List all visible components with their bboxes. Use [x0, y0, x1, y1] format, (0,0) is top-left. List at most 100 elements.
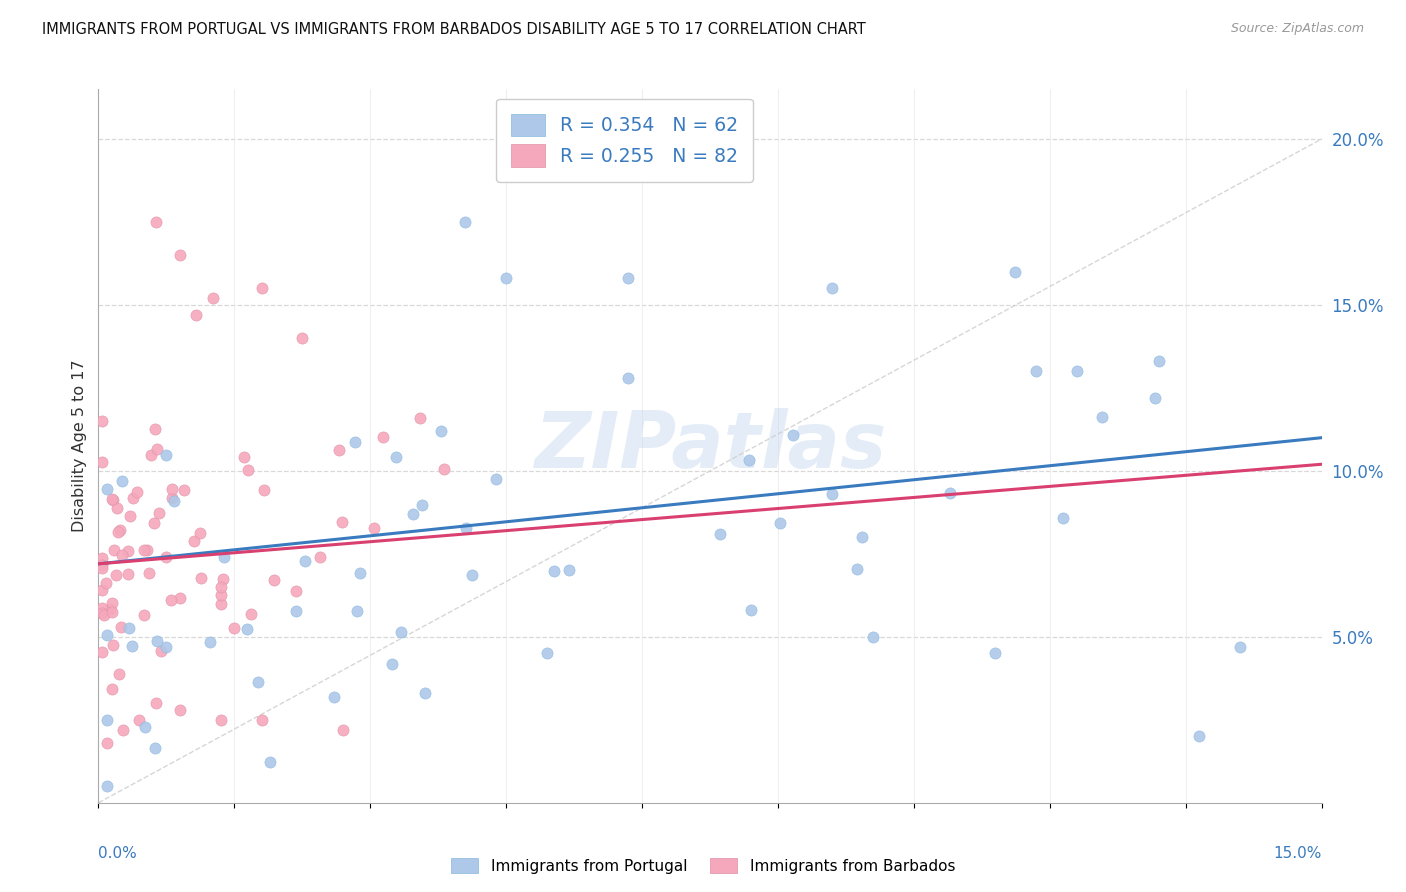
Point [91, 415, 114, 429]
Point [617, 371, 640, 385]
Point [346, 604, 368, 618]
Point [332, 723, 354, 737]
Point [212, 572, 235, 586]
Point [209, 713, 232, 727]
Point [107, 524, 129, 539]
Point [101, 605, 124, 619]
Point [127, 484, 149, 499]
Point [121, 640, 143, 654]
Point [259, 756, 281, 770]
Point [363, 520, 385, 534]
Point [456, 521, 478, 535]
Point [100, 601, 122, 615]
Point [330, 515, 353, 529]
Point [782, 428, 804, 442]
Point [169, 591, 191, 606]
Point [101, 491, 124, 506]
Point [461, 567, 484, 582]
Point [138, 566, 160, 580]
Point [163, 494, 186, 508]
Point [91, 600, 114, 615]
Point [322, 690, 344, 704]
Point [145, 696, 167, 710]
Point [209, 580, 232, 594]
Point [740, 603, 762, 617]
Point [96, 627, 118, 641]
Point [454, 215, 477, 229]
Point [160, 491, 183, 506]
Point [143, 422, 166, 436]
Point [558, 564, 581, 578]
Point [1144, 391, 1167, 405]
Point [122, 491, 145, 505]
Text: ZIPatlas: ZIPatlas [534, 408, 886, 484]
Point [155, 448, 177, 462]
Point [408, 411, 430, 425]
Point [349, 566, 371, 580]
Point [169, 703, 191, 717]
Point [709, 527, 731, 541]
Point [328, 443, 350, 458]
Point [1188, 730, 1211, 744]
Point [738, 453, 761, 467]
Point [343, 434, 366, 449]
Point [201, 291, 224, 305]
Point [93, 607, 115, 622]
Y-axis label: Disability Age 5 to 17: Disability Age 5 to 17 [72, 359, 87, 533]
Point [373, 430, 395, 444]
Point [96, 736, 118, 750]
Point [233, 450, 256, 465]
Point [1066, 364, 1088, 378]
Point [91, 645, 114, 659]
Point [103, 543, 125, 558]
Point [188, 526, 211, 541]
Point [284, 604, 307, 618]
Point [94, 575, 117, 590]
Legend: R = 0.354   N = 62, R = 0.255   N = 82: R = 0.354 N = 62, R = 0.255 N = 82 [496, 99, 752, 182]
Point [91, 455, 114, 469]
Point [768, 516, 790, 531]
Point [100, 682, 122, 697]
Point [148, 506, 170, 520]
Point [236, 463, 259, 477]
Point [120, 509, 142, 524]
Point [862, 630, 884, 644]
Point [173, 483, 195, 498]
Point [155, 549, 177, 564]
Point [485, 472, 508, 486]
Point [239, 607, 262, 621]
Point [91, 558, 114, 572]
Point [134, 607, 156, 622]
Point [111, 723, 134, 737]
Point [263, 573, 285, 587]
Point [1025, 364, 1047, 378]
Point [617, 271, 640, 285]
Point [209, 597, 232, 611]
Point [91, 607, 114, 621]
Point [111, 474, 134, 488]
Point [402, 507, 425, 521]
Text: 15.0%: 15.0% [1274, 846, 1322, 861]
Point [101, 493, 124, 508]
Point [96, 713, 118, 727]
Point [183, 534, 205, 549]
Point [1229, 640, 1251, 654]
Point [101, 596, 124, 610]
Point [139, 448, 162, 462]
Point [190, 571, 212, 585]
Text: Source: ZipAtlas.com: Source: ZipAtlas.com [1230, 22, 1364, 36]
Point [160, 592, 183, 607]
Point [117, 566, 139, 581]
Point [430, 424, 453, 438]
Point [821, 487, 844, 501]
Point [381, 657, 404, 671]
Point [536, 647, 558, 661]
Point [117, 544, 139, 558]
Point [96, 779, 118, 793]
Point [543, 564, 565, 578]
Point [96, 482, 118, 496]
Point [150, 644, 173, 658]
Point [939, 486, 962, 500]
Point [143, 741, 166, 756]
Point [209, 588, 232, 602]
